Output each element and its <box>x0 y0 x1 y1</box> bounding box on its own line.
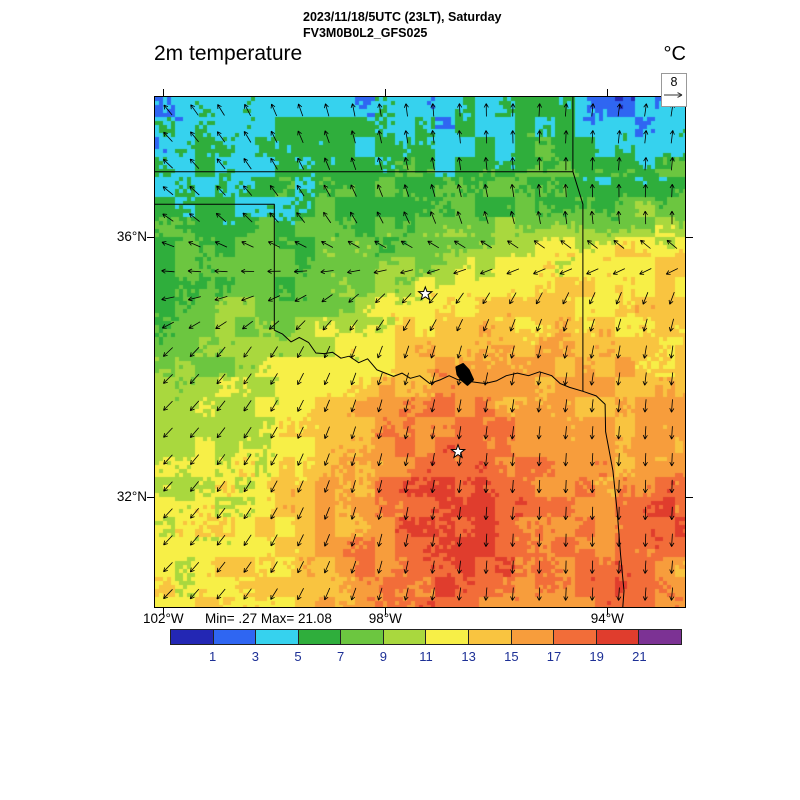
colorbar-segment <box>256 630 299 644</box>
colorbar-segment <box>554 630 597 644</box>
lon-tick-label: 98°W <box>368 611 402 626</box>
lon-tick <box>163 608 165 615</box>
colorbar-tick-label: 19 <box>589 649 604 664</box>
lat-tick <box>147 496 154 498</box>
state-border-oklahoma-panhandle-texas <box>155 203 275 331</box>
colorbar-tick-label: 15 <box>504 649 519 664</box>
colorbar-tick-label: 21 <box>632 649 647 664</box>
wind-reference-arrow-icon <box>664 92 683 98</box>
lon-tick-label: 102°W <box>142 611 184 626</box>
colorbar-tick-label: 5 <box>294 649 302 664</box>
colorbar-segment <box>341 630 384 644</box>
lat-tick <box>686 496 693 498</box>
lon-tick <box>163 89 165 96</box>
lat-tick <box>147 236 154 238</box>
field-title: 2m temperature <box>154 42 303 65</box>
lat-tick <box>686 236 693 238</box>
state-border-red-river <box>274 329 584 392</box>
colorbar-segment <box>298 630 342 644</box>
colorbar-tick-label: 11 <box>419 649 433 664</box>
colorbar-segment <box>639 630 681 644</box>
colorbar-segment <box>469 630 512 644</box>
colorbar-tick-label: 13 <box>461 649 476 664</box>
map-overlay <box>155 97 678 607</box>
wind-reference-box: 8 <box>661 73 687 107</box>
lon-tick-label: 94°W <box>590 611 624 626</box>
colorbar-segment <box>511 630 555 644</box>
minmax-label: Min= .27 Max= 21.08 <box>205 611 332 626</box>
units-label: °C <box>663 43 686 65</box>
lake-marker <box>455 363 474 386</box>
figure-title-line1: 2023/11/18/5UTC (23LT), Saturday <box>303 10 502 24</box>
colorbar-tick-label: 1 <box>209 649 217 664</box>
colorbar-labels: 1 3 5 7 9 11 13 15 17 19 21 <box>170 649 682 665</box>
lon-tick <box>385 89 387 96</box>
colorbar-tick-label: 9 <box>379 649 387 664</box>
lat-tick-label: 32°N <box>116 488 147 504</box>
temperature-field <box>155 97 685 607</box>
colorbar-segment <box>426 630 470 644</box>
lon-tick <box>385 608 387 615</box>
lat-tick-label: 36°N <box>116 228 147 244</box>
state-border-oklahoma-arkansas <box>572 171 584 392</box>
lon-tick <box>607 608 609 615</box>
colorbar-tick-label: 7 <box>337 649 345 664</box>
wind-vectors <box>161 103 678 601</box>
lon-tick <box>607 89 609 96</box>
city-star-marker <box>417 285 434 301</box>
map-area <box>154 96 686 608</box>
colorbar-segment <box>213 630 257 644</box>
state-border-texas-arkansas-louisiana <box>582 390 625 607</box>
colorbar-segment <box>596 630 640 644</box>
wind-reference-value: 8 <box>670 75 678 89</box>
colorbar-segment <box>171 630 214 644</box>
city-star-marker <box>450 443 467 459</box>
colorbar-tick-label: 3 <box>251 649 259 664</box>
colorbar-segment <box>383 630 427 644</box>
colorbar <box>170 629 682 645</box>
figure-title: 2023/11/18/5UTC (23LT), Saturday FV3M0B0… <box>303 10 501 41</box>
colorbar-tick-label: 17 <box>546 649 562 664</box>
figure-title-line2: FV3M0B0L2_GFS025 <box>303 25 428 40</box>
